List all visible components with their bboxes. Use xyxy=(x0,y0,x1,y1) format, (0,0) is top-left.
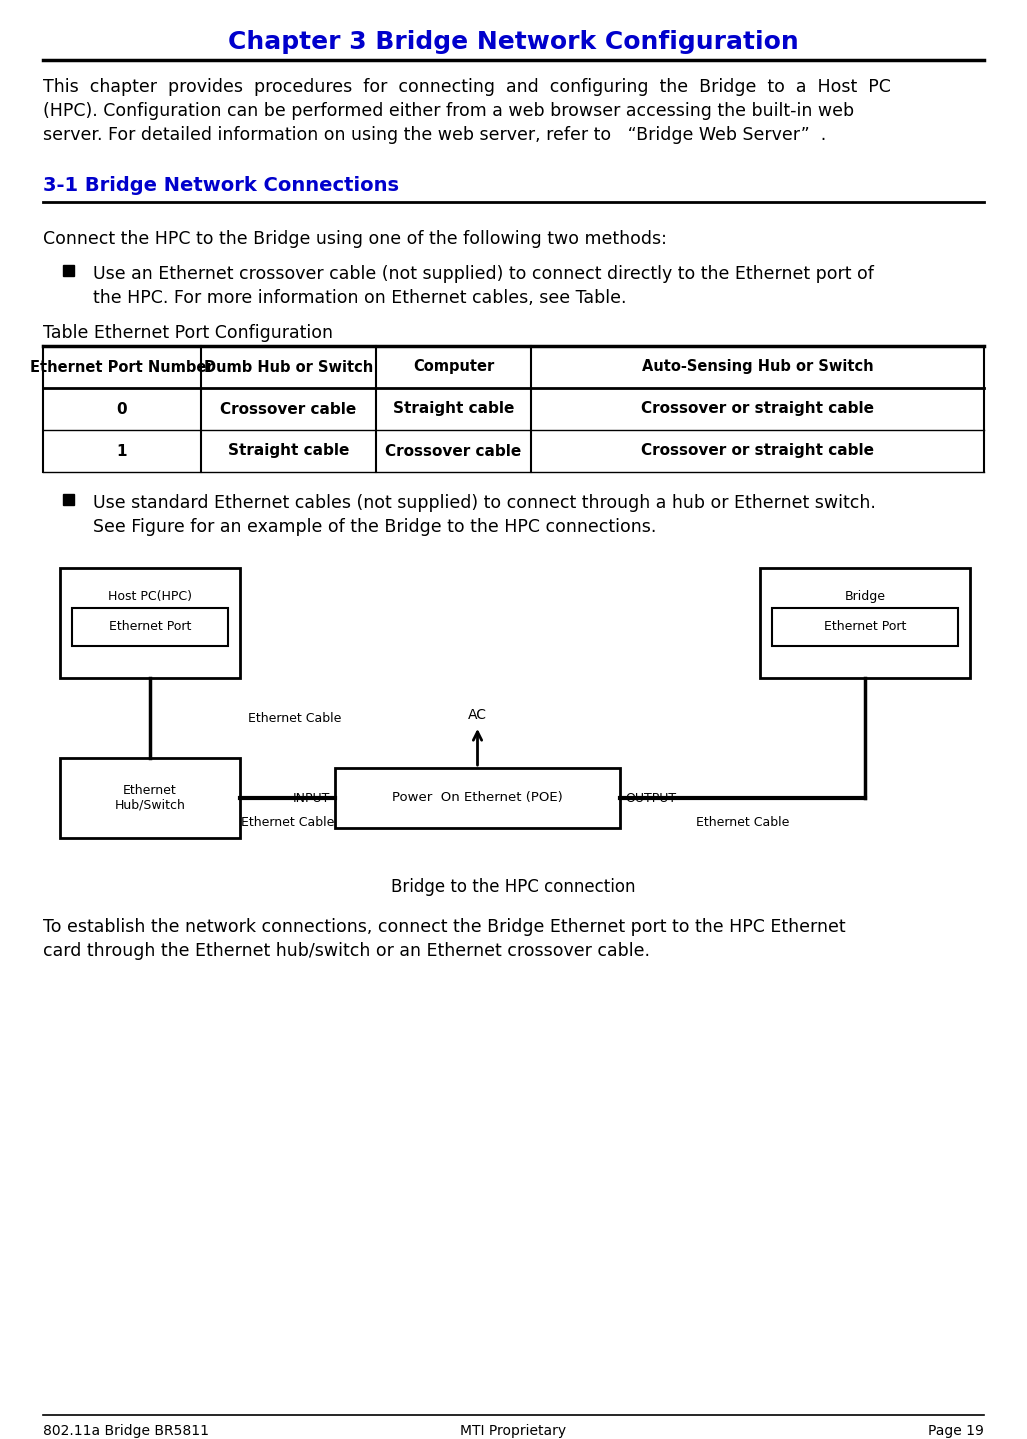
Text: Crossover cable: Crossover cable xyxy=(221,401,356,416)
Text: MTI Proprietary: MTI Proprietary xyxy=(460,1425,567,1438)
Text: 802.11a Bridge BR5811: 802.11a Bridge BR5811 xyxy=(43,1425,210,1438)
Text: This  chapter  provides  procedures  for  connecting  and  configuring  the  Bri: This chapter provides procedures for con… xyxy=(43,78,890,96)
Text: Bridge: Bridge xyxy=(844,590,885,603)
Text: Ethernet Port: Ethernet Port xyxy=(109,620,191,633)
Text: Bridge to the HPC connection: Bridge to the HPC connection xyxy=(391,878,636,896)
Text: To establish the network connections, connect the Bridge Ethernet port to the HP: To establish the network connections, co… xyxy=(43,918,845,935)
Text: server. For detailed information on using the web server, refer to   “Bridge Web: server. For detailed information on usin… xyxy=(43,127,827,144)
Text: Straight cable: Straight cable xyxy=(392,401,515,416)
Text: Chapter 3 Bridge Network Configuration: Chapter 3 Bridge Network Configuration xyxy=(228,30,799,55)
Text: (HPC). Configuration can be performed either from a web browser accessing the bu: (HPC). Configuration can be performed ei… xyxy=(43,102,854,119)
Text: Crossover cable: Crossover cable xyxy=(385,443,522,459)
Bar xyxy=(72,609,228,646)
Text: Connect the HPC to the Bridge using one of the following two methods:: Connect the HPC to the Bridge using one … xyxy=(43,230,667,248)
Bar xyxy=(63,265,74,276)
Text: Straight cable: Straight cable xyxy=(228,443,349,459)
Bar xyxy=(63,494,74,505)
Text: Page 19: Page 19 xyxy=(928,1425,984,1438)
Text: Use an Ethernet crossover cable (not supplied) to connect directly to the Ethern: Use an Ethernet crossover cable (not sup… xyxy=(93,265,874,283)
Text: INPUT: INPUT xyxy=(293,791,330,804)
Text: 3-1 Bridge Network Connections: 3-1 Bridge Network Connections xyxy=(43,176,400,196)
Text: Power  On Ethernet (POE): Power On Ethernet (POE) xyxy=(392,791,563,804)
Text: OUTPUT: OUTPUT xyxy=(625,791,676,804)
Text: Ethernet Port Number: Ethernet Port Number xyxy=(30,360,214,374)
Bar xyxy=(772,609,958,646)
Text: 0: 0 xyxy=(117,401,127,416)
Bar xyxy=(60,568,240,678)
Bar xyxy=(335,768,620,827)
Text: Ethernet Cable: Ethernet Cable xyxy=(696,816,789,829)
Text: AC: AC xyxy=(468,708,487,722)
Text: Host PC(HPC): Host PC(HPC) xyxy=(108,590,192,603)
Text: Use standard Ethernet cables (not supplied) to connect through a hub or Ethernet: Use standard Ethernet cables (not suppli… xyxy=(93,494,876,512)
Text: Auto-Sensing Hub or Switch: Auto-Sensing Hub or Switch xyxy=(642,360,873,374)
Text: the HPC. For more information on Ethernet cables, see Table.: the HPC. For more information on Etherne… xyxy=(93,289,626,307)
Bar xyxy=(760,568,969,678)
Text: card through the Ethernet hub/switch or an Ethernet crossover cable.: card through the Ethernet hub/switch or … xyxy=(43,943,650,960)
Text: Dumb Hub or Switch: Dumb Hub or Switch xyxy=(204,360,373,374)
Text: Computer: Computer xyxy=(413,360,494,374)
Text: Crossover or straight cable: Crossover or straight cable xyxy=(641,401,874,416)
Text: 1: 1 xyxy=(117,443,127,459)
Text: Ethernet
Hub/Switch: Ethernet Hub/Switch xyxy=(115,784,186,812)
Text: Ethernet Cable: Ethernet Cable xyxy=(240,816,334,829)
Text: Ethernet Cable: Ethernet Cable xyxy=(248,711,341,724)
Text: Ethernet Port: Ethernet Port xyxy=(824,620,906,633)
Text: Crossover or straight cable: Crossover or straight cable xyxy=(641,443,874,459)
Bar xyxy=(60,758,240,837)
Text: See Figure for an example of the Bridge to the HPC connections.: See Figure for an example of the Bridge … xyxy=(93,518,656,535)
Text: Table Ethernet Port Configuration: Table Ethernet Port Configuration xyxy=(43,324,333,342)
